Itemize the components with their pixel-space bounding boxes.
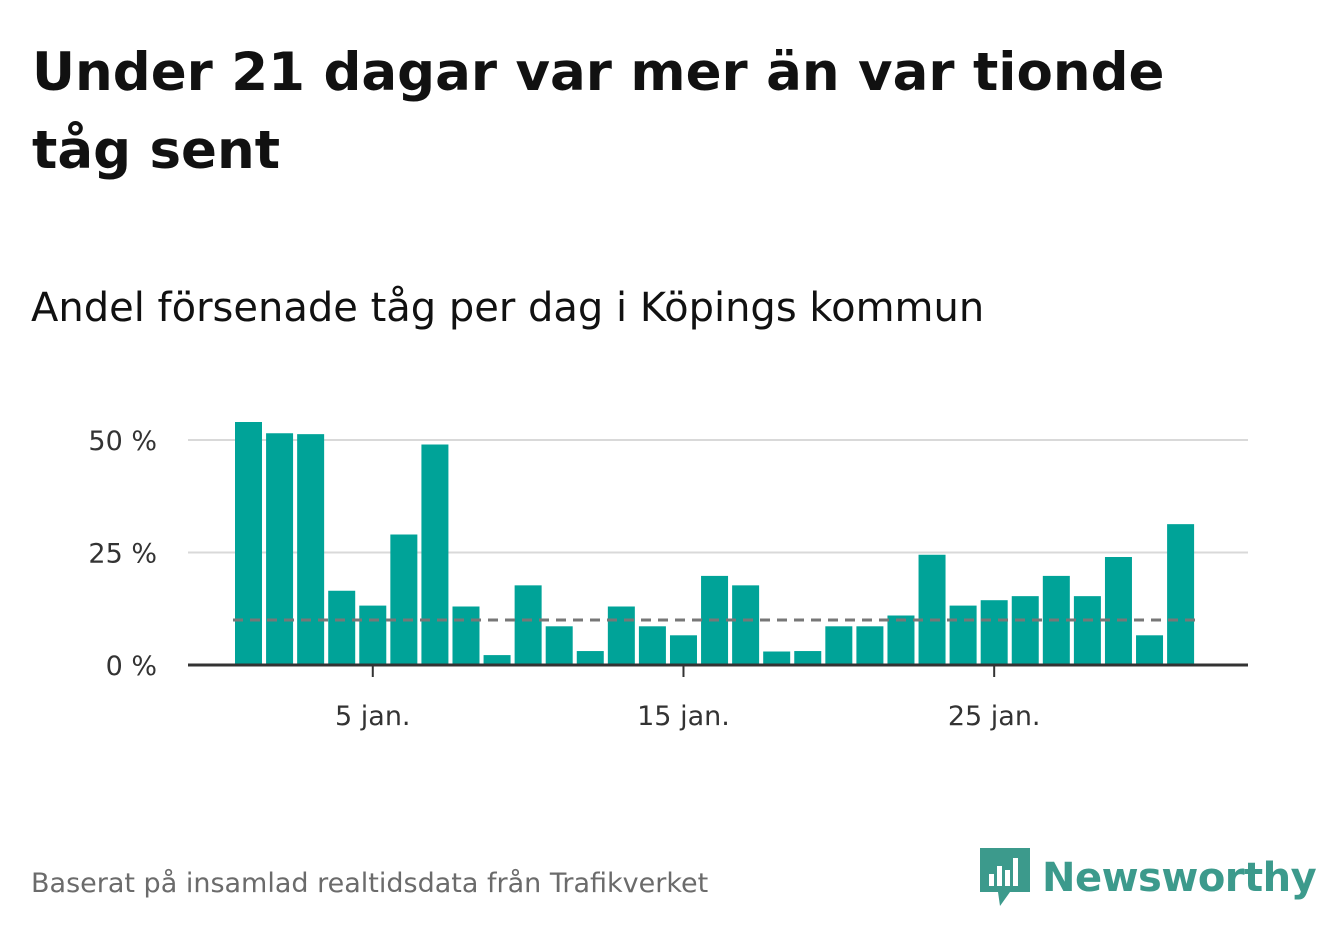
bar-30jan: [1136, 635, 1164, 665]
bar-19jan: [794, 651, 822, 665]
x-tick-label: 25 jan.: [948, 701, 1041, 732]
y-tick-label: 0 %: [106, 651, 157, 682]
bar-25jan: [980, 600, 1008, 665]
bar-22jan: [887, 615, 915, 665]
bar-28jan: [1073, 596, 1101, 665]
bar-15jan: [669, 635, 697, 665]
logo-text: Newsworthy: [1042, 855, 1317, 901]
y-tick-label: 25 %: [88, 539, 157, 570]
bar-10jan: [514, 585, 542, 665]
bar-24jan: [949, 605, 977, 665]
bar-26jan: [1011, 596, 1039, 665]
x-tick-label: 15 jan.: [637, 701, 730, 732]
source-note: Baserat på insamlad realtidsdata från Tr…: [31, 868, 709, 899]
x-tick-label: 5 jan.: [335, 701, 411, 732]
bar-8jan: [452, 606, 480, 665]
bar-6jan: [390, 534, 418, 665]
bar-18jan: [763, 651, 791, 665]
bar-3jan: [297, 434, 325, 665]
bar-12jan: [576, 651, 604, 665]
bar-13jan: [607, 606, 635, 665]
newsworthy-bar-chart-icon: [980, 848, 1030, 906]
bar-11jan: [545, 626, 573, 665]
bar-5jan: [359, 605, 387, 665]
bar-21jan: [856, 626, 884, 665]
chart-subtitle: Andel försenade tåg per dag i Köpings ko…: [31, 285, 985, 331]
chart-title: Under 21 dagar var mer än var tionde tåg…: [32, 42, 1165, 181]
bar-9jan: [483, 655, 511, 665]
bar-14jan: [638, 626, 666, 665]
bar-31jan: [1167, 524, 1195, 665]
bar-2jan: [266, 433, 294, 665]
bars: [235, 422, 1195, 665]
axes: 0 % 25 % 50 % 5 jan. 15 jan. 25 jan.: [88, 426, 1248, 732]
bar-23jan: [918, 554, 946, 665]
bar-17jan: [732, 585, 760, 665]
bar-1jan: [235, 422, 262, 665]
y-tick-label: 50 %: [88, 426, 157, 457]
bar-4jan: [328, 590, 356, 665]
gridlines: [188, 439, 1248, 554]
bar-chart: 0 % 25 % 50 % 5 jan. 15 jan. 25 jan.: [88, 422, 1248, 732]
bar-29jan: [1104, 557, 1132, 665]
bar-7jan: [421, 444, 449, 665]
bar-20jan: [825, 626, 853, 665]
newsworthy-logo: Newsworthy: [980, 848, 1317, 908]
